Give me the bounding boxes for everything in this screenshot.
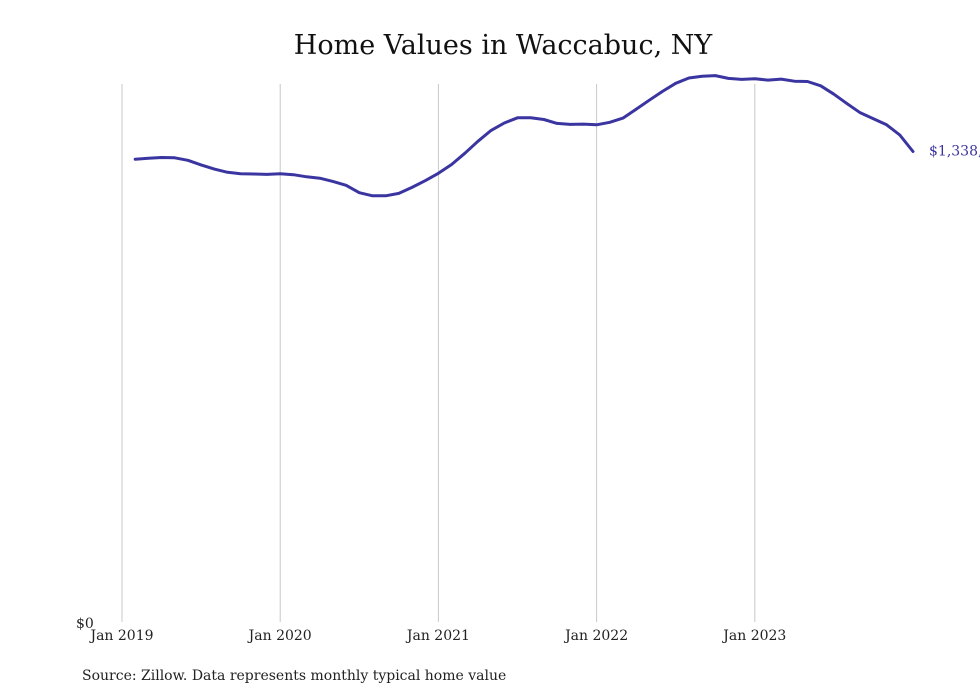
data-point (134, 158, 137, 161)
data-point (265, 173, 269, 176)
data-point (160, 156, 163, 159)
data-point (252, 172, 255, 176)
data-point (371, 194, 374, 197)
data-point (529, 116, 532, 120)
data-point (595, 123, 598, 127)
data-point (437, 172, 440, 175)
data-point (476, 140, 480, 143)
data-point (911, 150, 915, 153)
data-point (318, 177, 321, 180)
data-point (634, 108, 638, 111)
data-point (569, 123, 572, 126)
x-tick-label: Jan 2022 (563, 628, 628, 644)
data-point (424, 179, 427, 182)
data-point (793, 80, 796, 83)
x-tick-label: Jan 2023 (721, 628, 786, 644)
grid-layer (121, 84, 756, 622)
data-point (819, 84, 822, 88)
data-point (872, 117, 875, 121)
x-tick-label: Jan 2019 (88, 628, 153, 644)
data-point (780, 77, 783, 81)
data-point (331, 180, 335, 183)
data-point (239, 172, 242, 175)
data-point (621, 116, 625, 120)
data-point (410, 186, 414, 189)
data-point (213, 167, 216, 171)
x-tick-label: Jan 2021 (405, 628, 470, 644)
series-line-0 (133, 74, 915, 198)
tick-label-layer: Jan 2019 Jan 2020 Jan 2021 Jan 2022 Jan 2023… (76, 616, 786, 644)
data-point (279, 172, 282, 175)
data-point (173, 156, 176, 159)
source-note: Source: Zillow. Data represents monthly … (82, 668, 507, 684)
data-point (463, 152, 466, 155)
data-point (859, 111, 862, 115)
data-point (384, 194, 387, 197)
data-point (186, 159, 190, 162)
data-point (648, 99, 651, 102)
data-point (199, 163, 203, 167)
data-point (714, 74, 717, 77)
data-point (845, 102, 849, 105)
chart-title: Home Values in Waccabuc, NY (293, 30, 713, 61)
data-point (727, 77, 730, 80)
data-point (489, 129, 493, 132)
data-point (700, 75, 704, 78)
data-point (753, 77, 756, 80)
data-point (555, 122, 559, 125)
data-point (766, 78, 770, 82)
data-point (292, 173, 295, 176)
y-zero-label: $0 (76, 616, 94, 632)
data-point (450, 163, 453, 166)
data-point (832, 93, 836, 96)
data-point (885, 123, 888, 127)
data-point (542, 118, 546, 121)
data-point (503, 121, 506, 125)
data-point (516, 116, 519, 120)
data-point (147, 157, 150, 160)
data-point (674, 82, 677, 85)
data-point (582, 122, 585, 126)
data-point (344, 184, 348, 187)
series-layer (133, 74, 915, 198)
label-layer: $1,338,078 (929, 143, 980, 159)
data-point (358, 191, 361, 194)
data-point (397, 192, 400, 195)
data-point (740, 78, 743, 81)
data-point (687, 76, 691, 80)
x-tick-label: Jan 2020 (247, 628, 312, 644)
data-point (226, 171, 229, 174)
data-point (305, 175, 308, 178)
data-point (661, 90, 664, 93)
data-point (898, 133, 901, 137)
data-point (608, 121, 611, 124)
end-value-label: $1,338,078 (929, 143, 980, 159)
data-point (806, 80, 809, 83)
